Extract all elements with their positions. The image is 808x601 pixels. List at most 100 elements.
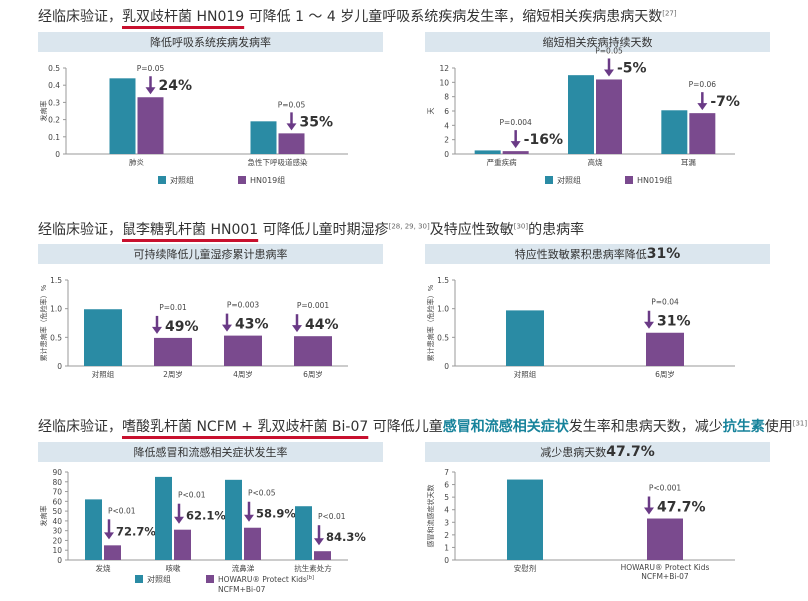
y-tick-label: 0.5 xyxy=(437,333,449,342)
legend-label: 对照组 xyxy=(147,574,171,584)
chart-panel: 缩短相关疾病持续天数 0 2 4 6 8 10 12 天严重疾病 P=0.004 -16% 高烧 P=0… xyxy=(425,32,770,192)
y-tick-label: 2 xyxy=(444,531,449,540)
bar-treatment xyxy=(278,133,305,154)
x-tick-label: NCFM+Bi-07 xyxy=(641,572,689,581)
chart-header xyxy=(425,244,770,264)
bar-treatment xyxy=(314,551,331,560)
legend-label: HN019组 xyxy=(637,175,672,185)
p-value-label: P<0.01 xyxy=(108,506,136,515)
legend-swatch-treatment xyxy=(206,575,214,583)
p-value-label: P<0.001 xyxy=(649,484,682,493)
chart-panel: 降低感冒和流感相关症状发生率 0 10 20 30 40 50 60 70 80 90 发病率 发烧 P<… xyxy=(38,442,383,601)
y-tick-label: 0 xyxy=(444,556,449,565)
bar-treatment xyxy=(174,529,191,560)
percent-change-label: -5% xyxy=(617,60,647,76)
percent-change-label: 84.3% xyxy=(326,530,366,544)
percent-change-label: -16% xyxy=(524,132,563,148)
y-tick-label: 80 xyxy=(52,478,62,487)
legend-swatch-control xyxy=(135,575,143,583)
chart-title-pct: 47.7% xyxy=(606,444,655,460)
strain-name: 嗜酸乳杆菌 NCFM + 乳双歧杆菌 Bi-07 xyxy=(122,419,369,435)
y-tick-label: 12 xyxy=(439,64,449,73)
p-value-label: P=0.05 xyxy=(278,100,306,109)
p-value-label: P=0.05 xyxy=(595,46,623,55)
down-arrow-icon xyxy=(152,326,162,334)
down-arrow-icon xyxy=(644,507,654,515)
y-tick-label: 0.2 xyxy=(48,116,60,125)
percent-change-label: 31% xyxy=(657,314,691,330)
chart-title: 减少患病天数47.7% xyxy=(540,444,655,460)
x-tick-label: HOWARU® Protect Kids xyxy=(621,563,710,572)
headline-text: 及特应性致敏 xyxy=(429,222,514,238)
section-headline: 经临床验证，鼠李糖乳杆菌 HN001 可降低儿童时期湿疹[28, 29, 30]… xyxy=(38,219,584,239)
chart-header xyxy=(38,442,383,462)
p-value-label: P=0.01 xyxy=(159,303,187,312)
headline-text: 可降低 1 ～ 4 岁儿童呼吸系统疾病发生率，缩短相关疾病患病天数 xyxy=(244,9,663,25)
bar-control xyxy=(568,75,594,154)
bar-control xyxy=(250,121,277,154)
x-tick-label: 4周岁 xyxy=(233,369,253,379)
strain-name: 乳双歧杆菌 HN019 xyxy=(122,9,245,25)
chart-header xyxy=(38,32,383,52)
headline-text: 的患病率 xyxy=(528,222,585,238)
down-arrow-icon xyxy=(286,123,297,131)
y-tick-label: 8 xyxy=(444,93,449,102)
x-tick-label: 安慰剂 xyxy=(514,563,537,573)
legend-swatch-control xyxy=(158,176,166,184)
bar-treatment xyxy=(224,335,262,366)
chart-title: 特应性致敏累积患病率降低31% xyxy=(515,246,681,262)
headline-text: 可降低儿童时期湿疹 xyxy=(258,222,389,238)
chart-title-text: 减少患病天数 xyxy=(540,445,606,459)
chart-panel: 可持续降低儿童湿疹累计患病率 0 0.5 1.0 1.5 累计患病率（危险率）% 对照组 2周… xyxy=(38,244,383,380)
headline-prefix: 经临床验证， xyxy=(38,9,122,25)
y-tick-label: 90 xyxy=(52,468,62,477)
y-tick-label: 7 xyxy=(444,468,449,477)
reference: [31] xyxy=(792,419,808,428)
y-tick-label: 0 xyxy=(55,150,60,159)
headline-text: 可降低儿童 xyxy=(368,419,443,435)
y-tick-label: 50 xyxy=(52,507,62,516)
bar-control xyxy=(155,476,172,560)
y-tick-label: 40 xyxy=(52,517,62,526)
bar-treatment xyxy=(137,97,164,154)
p-value-label: P<0.05 xyxy=(248,489,276,498)
y-tick-label: 10 xyxy=(52,546,62,555)
y-tick-label: 6 xyxy=(444,107,449,116)
chart-panel: 减少患病天数47.7% 0 1 2 3 4 5 6 7 感冒和流感症状天数 安慰剂 HOWARU® P… xyxy=(425,442,770,601)
p-value-label: P=0.003 xyxy=(227,301,260,310)
x-tick-label: 流鼻涕 xyxy=(232,563,255,573)
x-tick-label: 2周岁 xyxy=(163,369,183,379)
section-headline: 经临床验证，乳双歧杆菌 HN019 可降低 1 ～ 4 岁儿童呼吸系统疾病发生率… xyxy=(38,6,677,26)
headline-text: 使用 xyxy=(764,419,793,435)
y-axis-label: 天 xyxy=(427,108,435,115)
headline-text: 发生率和患病天数，减少 xyxy=(568,419,723,435)
percent-change-label: 24% xyxy=(159,78,193,94)
legend-label: NCFM+Bi-07 xyxy=(218,585,266,594)
x-tick-label: 严重疾病 xyxy=(487,157,517,167)
y-tick-label: 1.5 xyxy=(50,276,62,285)
down-arrow-icon xyxy=(145,87,156,95)
x-tick-label: 耳漏 xyxy=(681,157,696,167)
section-headline: 经临床验证，嗜酸乳杆菌 NCFM + 乳双歧杆菌 Bi-07 可降低儿童感冒和流… xyxy=(38,416,807,436)
y-axis-label: 累计患病率（危险率）% xyxy=(39,284,48,361)
p-value-label: P=0.001 xyxy=(297,301,330,310)
y-tick-label: 0.4 xyxy=(48,81,60,90)
x-tick-label: 对照组 xyxy=(514,369,537,379)
bar-treatment xyxy=(502,151,529,154)
highlight-text: 感冒和流感相关症状 xyxy=(442,419,569,435)
x-tick-label: 咳嗽 xyxy=(166,563,181,573)
p-value-label: P=0.04 xyxy=(651,298,679,307)
down-arrow-icon xyxy=(604,69,614,77)
legend-swatch-treatment xyxy=(238,176,246,184)
p-value-label: P<0.01 xyxy=(178,491,206,500)
y-tick-label: 0 xyxy=(444,150,449,159)
bar-control xyxy=(84,309,122,366)
bar-treatment xyxy=(647,518,683,560)
bar-control xyxy=(109,78,136,154)
p-value-label: P=0.004 xyxy=(500,118,533,127)
legend-label: HN019组 xyxy=(250,175,285,185)
y-axis-label: 发病率 xyxy=(39,101,48,122)
